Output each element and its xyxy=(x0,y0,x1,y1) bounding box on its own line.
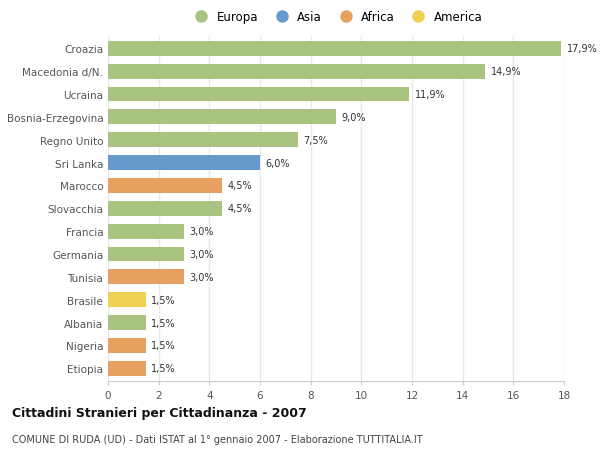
Text: 4,5%: 4,5% xyxy=(227,204,251,214)
Text: Cittadini Stranieri per Cittadinanza - 2007: Cittadini Stranieri per Cittadinanza - 2… xyxy=(12,406,307,419)
Text: 1,5%: 1,5% xyxy=(151,295,176,305)
Text: 4,5%: 4,5% xyxy=(227,181,251,191)
Text: 6,0%: 6,0% xyxy=(265,158,290,168)
Bar xyxy=(108,88,409,102)
Text: 7,5%: 7,5% xyxy=(303,135,328,146)
Text: 3,0%: 3,0% xyxy=(189,272,214,282)
Bar xyxy=(108,110,336,125)
Bar xyxy=(108,361,146,376)
Bar xyxy=(108,293,146,308)
Bar xyxy=(108,224,184,239)
Bar xyxy=(108,65,485,79)
Bar xyxy=(108,202,222,216)
Legend: Europa, Asia, Africa, America: Europa, Asia, Africa, America xyxy=(190,11,482,24)
Text: 1,5%: 1,5% xyxy=(151,364,176,374)
Bar xyxy=(108,338,146,353)
Bar xyxy=(108,179,222,193)
Bar xyxy=(108,270,184,285)
Text: 3,0%: 3,0% xyxy=(189,227,214,237)
Bar xyxy=(108,156,260,171)
Text: 1,5%: 1,5% xyxy=(151,341,176,351)
Text: 17,9%: 17,9% xyxy=(566,44,597,54)
Text: 11,9%: 11,9% xyxy=(415,90,445,100)
Bar xyxy=(108,133,298,148)
Text: 9,0%: 9,0% xyxy=(341,112,365,123)
Text: COMUNE DI RUDA (UD) - Dati ISTAT al 1° gennaio 2007 - Elaborazione TUTTITALIA.IT: COMUNE DI RUDA (UD) - Dati ISTAT al 1° g… xyxy=(12,434,422,444)
Text: 14,9%: 14,9% xyxy=(491,67,521,77)
Bar xyxy=(108,42,562,56)
Text: 3,0%: 3,0% xyxy=(189,249,214,259)
Text: 1,5%: 1,5% xyxy=(151,318,176,328)
Bar xyxy=(108,247,184,262)
Bar xyxy=(108,315,146,330)
